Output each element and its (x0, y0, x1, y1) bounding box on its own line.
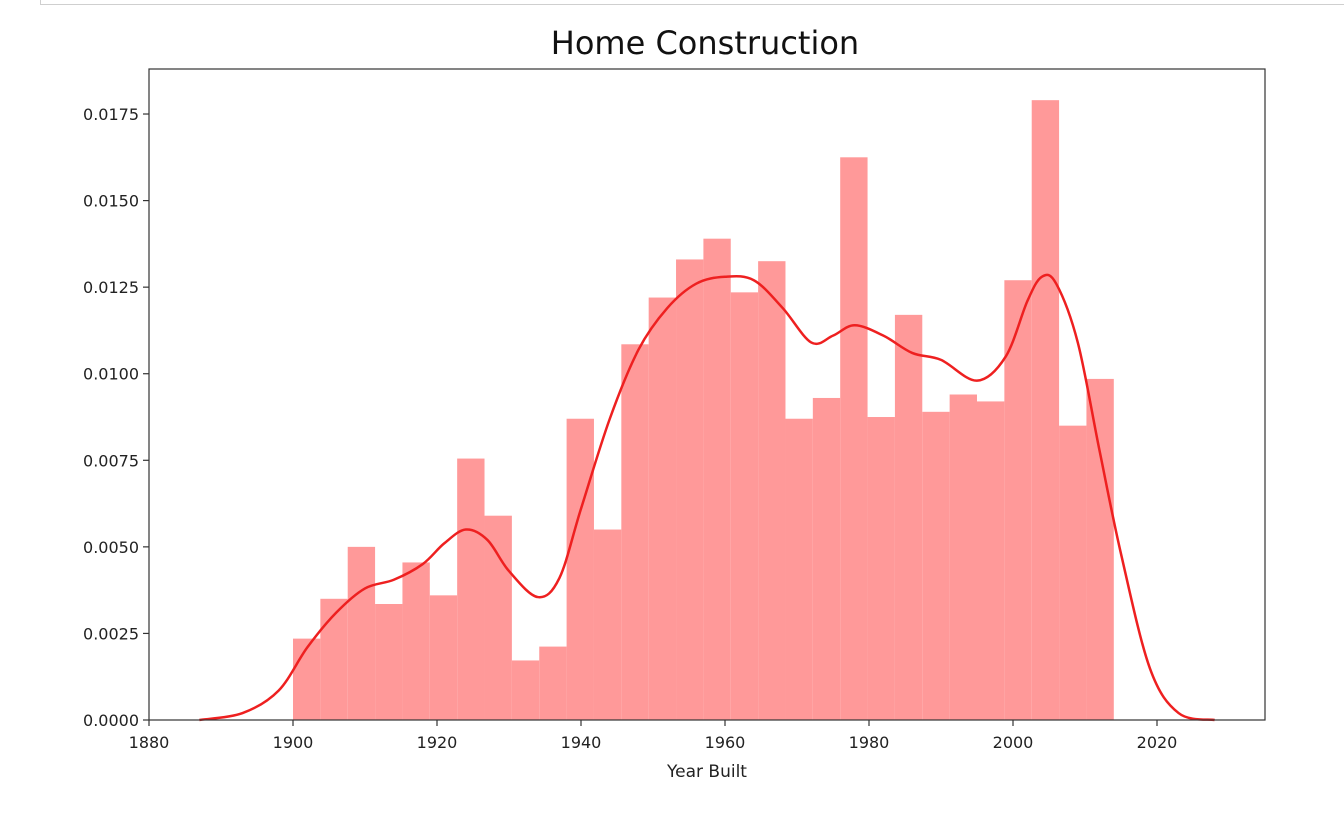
histogram-bar (922, 411, 950, 720)
histogram-bar (621, 344, 649, 720)
histogram-bar (511, 660, 540, 720)
x-tick-label: 1880 (129, 733, 170, 752)
y-tick-label: 0.0125 (83, 278, 139, 297)
histogram-bar (320, 598, 348, 720)
kde-density-line (199, 273, 1215, 722)
histogram-bar (593, 529, 622, 720)
histogram-bar (730, 292, 759, 720)
histogram-bar (484, 515, 512, 720)
histogram-bar (566, 418, 594, 720)
y-tick-label: 0.0075 (83, 451, 139, 470)
x-tick-label: 2000 (993, 733, 1034, 752)
histogram-bar (785, 418, 813, 720)
histogram-bar (840, 157, 868, 720)
x-tick-label: 1940 (561, 733, 602, 752)
histogram-bar (1031, 100, 1060, 720)
histogram-bar (457, 458, 485, 720)
y-tick-label: 0.0175 (83, 105, 139, 124)
y-tick-label: 0.0050 (83, 538, 139, 557)
y-tick-label: 0.0025 (83, 624, 139, 643)
plot-frame (148, 68, 1266, 721)
y-tick-label: 0.0000 (83, 711, 139, 730)
y-axis-ticks: 0.0000 0.0025 0.0050 0.0075 0.0100 0.0125 0.01… (83, 105, 149, 730)
chart-title: Home Construction (551, 24, 859, 62)
histogram-bar (867, 417, 895, 720)
histogram-bar (977, 401, 1005, 720)
histogram-bar (758, 261, 786, 720)
histogram-bar (648, 297, 677, 720)
y-tick-label: 0.0100 (83, 365, 139, 384)
histogram-bar (429, 595, 458, 720)
x-axis-label: Year Built (666, 762, 747, 782)
x-tick-label: 1960 (705, 733, 746, 752)
x-tick-label: 2020 (1137, 733, 1178, 752)
histogram-bar (676, 259, 704, 720)
x-tick-label: 1980 (849, 733, 890, 752)
histogram-bar (703, 238, 731, 720)
histogram-bar (894, 314, 923, 720)
histogram-bars (293, 100, 1114, 720)
x-tick-label: 1900 (273, 733, 314, 752)
histogram-bar (1059, 425, 1087, 720)
histogram-bar (402, 562, 430, 720)
y-tick-label: 0.0150 (83, 192, 139, 211)
histogram-bar (1086, 378, 1114, 720)
histogram-bar (375, 603, 403, 720)
histogram-bar (1004, 280, 1032, 720)
histogram-bar (293, 638, 321, 720)
cell-output-frame (40, 0, 1344, 5)
x-tick-label: 1920 (417, 733, 458, 752)
histogram-bar (812, 397, 841, 720)
histogram-bar (949, 394, 977, 720)
histogram-bar (347, 546, 376, 720)
histogram-bar (539, 646, 567, 720)
x-axis-ticks: 1880 1900 1920 1940 1960 1980 2000 2020 (129, 720, 1178, 752)
